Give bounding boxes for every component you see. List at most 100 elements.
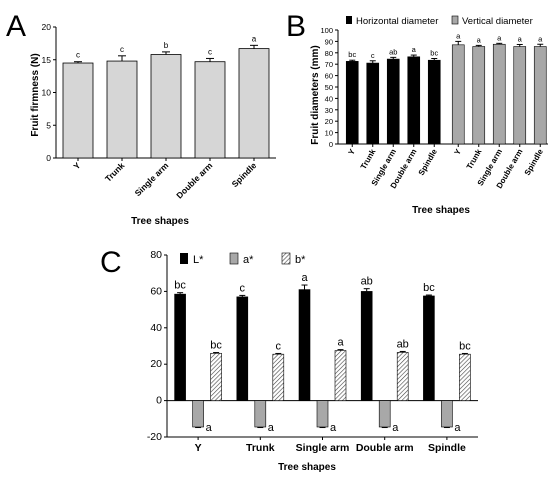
chart-c-bar-l-spindle: [423, 295, 435, 401]
chart-b-bar-horizontal-diameter-spindle: [427, 59, 441, 145]
chart-a-letter-single-arm: b: [164, 41, 169, 50]
chart-a-x-tick-label: Y: [71, 160, 82, 171]
chart-b-letter-horizontal-diameter-spindle: bc: [430, 49, 438, 58]
chart-b-bar-horizontal-diameter-trunk: [366, 62, 380, 145]
chart-c-letter-b-double-arm: ab: [397, 338, 409, 350]
chart-c-letter-a-spindle: a: [454, 422, 461, 434]
chart-b-y-tick-label: 40: [325, 94, 333, 103]
chart-a-y-tick-label: 10: [42, 88, 52, 98]
chart-c-legend: L* a* b*: [180, 252, 306, 266]
chart-b-y-tick-label: 90: [325, 37, 333, 46]
chart-c-letter-a-trunk: a: [268, 422, 275, 434]
chart-a-bar-single-arm: [150, 54, 182, 159]
chart-a-letter-spindle: a: [252, 34, 257, 43]
chart-b-bar-horizontal-diameter-single-arm: [386, 58, 400, 145]
chart-b-letter-vertical-diameter-y: a: [456, 31, 461, 40]
chart-b-ylabel: Fruit diameters (mm): [310, 45, 321, 144]
chart-a-y-tick-label: 5: [46, 120, 51, 130]
chart-c-letter-a-double-arm: a: [392, 422, 399, 434]
chart-a-letter-trunk: c: [120, 45, 124, 54]
chart-c-x-tick-label: Double arm: [356, 442, 414, 454]
chart-c-x-tick-label: Trunk: [246, 442, 275, 454]
chart-c-letter-a-y: a: [206, 422, 213, 434]
chart-a-letter-double-arm: c: [208, 47, 212, 56]
panel-label-a: A: [6, 10, 26, 43]
chart-a-y-tick-label: 0: [46, 153, 51, 163]
chart-b-x-tick-label: Trunk: [465, 147, 484, 171]
chart-c-y-tick-label: 60: [150, 285, 162, 297]
chart-c-x-tick-label: Single arm: [296, 442, 350, 454]
chart-b-letter-vertical-diameter-trunk: a: [477, 35, 482, 44]
chart-c-bar-a-spindle: [441, 400, 453, 428]
legend-label-horizontal-diameter: Horizontal diameter: [356, 16, 438, 27]
chart-b-bar-horizontal-diameter-y: [345, 61, 359, 145]
chart-b-x-tick-label: Y: [347, 147, 358, 157]
chart-a-bar-spindle: [238, 48, 270, 159]
chart-b-y-tick-label: 50: [325, 83, 333, 92]
chart-b-legend: Horizontal diameter Vertical diameter: [346, 15, 533, 27]
chart-c-letter-l-y: bc: [174, 280, 186, 292]
chart-c-bar-a-y: [192, 400, 204, 428]
chart-a-bar-double-arm: [194, 61, 226, 159]
legend-swatch-a-star: [229, 252, 239, 265]
legend-label-a-star: a*: [243, 254, 254, 266]
legend-swatch-b-star: [281, 252, 291, 265]
chart-c-bar-l-trunk: [236, 296, 249, 401]
chart-c-bar-b-y: [210, 352, 222, 401]
chart-c-letter-l-trunk: c: [240, 282, 246, 294]
chart-c-bar-l-double-arm: [360, 291, 373, 401]
chart-b-y-tick-label: 70: [325, 60, 333, 69]
chart-c-bar-l-single-arm: [298, 289, 311, 401]
chart-c-bar-b-spindle: [459, 353, 471, 401]
chart-b-letter-vertical-diameter-single-arm: a: [497, 33, 502, 42]
legend-label-vertical-diameter: Vertical diameter: [462, 16, 533, 27]
chart-b-y-tick-label: 100: [320, 26, 333, 35]
chart-c-bar-a-single-arm: [316, 400, 329, 428]
chart-c-bar-a-double-arm: [378, 400, 391, 428]
chart-b-bar-vertical-diameter-spindle: [533, 46, 547, 145]
chart-c-letter-l-spindle: bc: [423, 282, 435, 294]
chart-b-x-tick-label: Spindle: [417, 147, 440, 177]
legend-swatch-vertical-diameter: [451, 15, 459, 25]
chart-c-y-tick-label: 0: [156, 395, 162, 407]
chart-c-letter-a-single-arm: a: [330, 422, 337, 434]
legend-swatch-l-star: [180, 253, 188, 264]
chart-b-letter-vertical-diameter-double-arm: a: [518, 34, 523, 43]
chart-b-y-tick-label: 80: [325, 49, 333, 58]
chart-b-bar-horizontal-diameter-double-arm: [407, 56, 421, 145]
chart-b-y-tick-label: 0: [329, 140, 333, 149]
chart-b-bar-vertical-diameter-single-arm: [492, 43, 506, 145]
chart-b-xlabel: Tree shapes: [412, 205, 470, 216]
chart-a-bar-y: [62, 62, 94, 159]
chart-c-letter-l-single-arm: a: [301, 272, 308, 284]
legend-label-b-star: b*: [295, 254, 306, 266]
chart-c-letter-b-trunk: c: [276, 340, 282, 352]
chart-c-bar-l-y: [174, 293, 186, 401]
chart-c-x-tick-label: Spindle: [428, 442, 466, 454]
chart-c-y-tick-label: 40: [150, 322, 162, 334]
chart-c-y-tick-label: -20: [147, 431, 162, 443]
chart-c-y-tick-label: 80: [150, 249, 162, 261]
chart-a-y-tick-label: 15: [42, 55, 52, 65]
chart-b-letter-horizontal-diameter-y: bc: [348, 50, 356, 59]
chart-b-letter-horizontal-diameter-trunk: c: [371, 51, 375, 60]
chart-a-x-tick-label: Single arm: [133, 160, 171, 198]
chart-b-x-tick-label: Y: [453, 147, 464, 157]
legend-swatch-horizontal-diameter: [346, 16, 352, 24]
chart-c-letter-b-spindle: bc: [459, 340, 471, 352]
chart-c-xlabel: Tree shapes: [278, 462, 336, 473]
chart-a-xlabel: Tree shapes: [131, 216, 189, 227]
chart-c-bar-b-double-arm: [396, 352, 409, 401]
chart-b-x-tick-label: Spindle: [523, 147, 546, 177]
chart-a-bar-trunk: [106, 60, 138, 159]
chart-a-letter-y: c: [76, 51, 80, 60]
chart-c-bar-b-single-arm: [334, 350, 347, 401]
chart-a-y-tick-label: 20: [42, 22, 52, 32]
chart-c-bar-b-trunk: [272, 353, 285, 401]
chart-a-x-tick-label: Spindle: [230, 160, 259, 189]
chart-c-y-tick-label: 20: [150, 358, 162, 370]
chart-b-y-tick-label: 30: [325, 106, 333, 115]
chart-c-letter-b-single-arm: a: [337, 337, 344, 349]
